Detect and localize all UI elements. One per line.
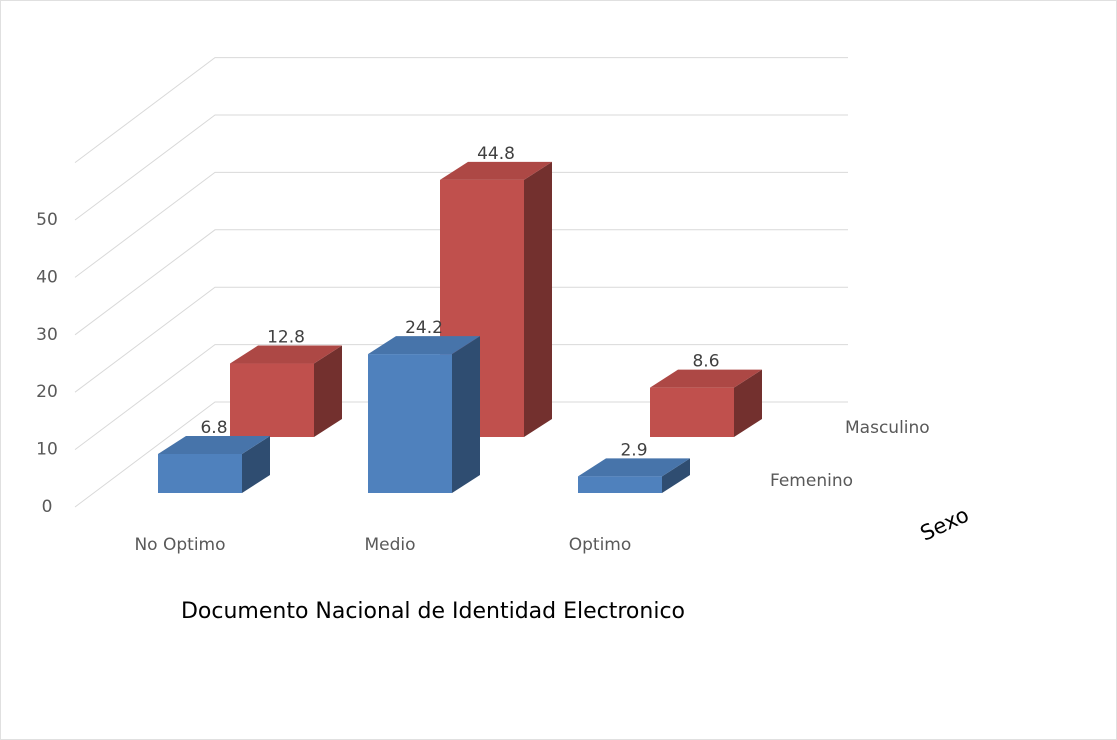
x-tick-label: Optimo [569, 535, 632, 555]
y-tick-label: 40 [36, 267, 58, 287]
grid-line [74, 171, 848, 278]
bar [230, 363, 314, 437]
depth-tick-label: Masculino [845, 418, 930, 438]
depth-tick-label: Femenino [770, 471, 853, 491]
data-label: 8.6 [692, 352, 719, 372]
data-label: 6.8 [200, 418, 227, 438]
bar-top [578, 458, 690, 477]
bar-side [662, 458, 690, 493]
y-tick-label: 10 [36, 440, 58, 460]
bar [368, 354, 452, 493]
bar [578, 476, 662, 493]
bar-top [230, 345, 342, 364]
y-tick-label: 0 [42, 497, 53, 517]
grid-line [74, 229, 848, 336]
y-tick-label: 50 [36, 210, 58, 230]
bar-top [368, 336, 480, 355]
chart-title: Documento Nacional de Identidad Electron… [181, 599, 685, 624]
data-label: 44.8 [477, 144, 515, 164]
bar-side [242, 435, 270, 493]
bar [158, 453, 242, 493]
grid-line [74, 344, 848, 451]
data-label: 12.8 [267, 328, 305, 348]
grid-line [74, 114, 848, 221]
bar-top [440, 161, 552, 180]
grid-line [74, 286, 848, 393]
bar-side [452, 336, 480, 493]
bar-side [524, 161, 552, 437]
y-tick-label: 30 [36, 325, 58, 345]
grid-line [74, 57, 848, 164]
y-tick-label: 20 [36, 382, 58, 402]
data-label: 24.2 [405, 318, 443, 338]
data-label: 2.9 [620, 440, 647, 460]
bar-top [650, 369, 762, 388]
grid-line [74, 401, 848, 508]
bar-side [734, 369, 762, 437]
x-tick-label: No Optimo [134, 535, 225, 555]
x-tick-label: Medio [364, 535, 415, 555]
bar [650, 387, 734, 437]
bar-side [314, 345, 342, 437]
bar-top [158, 435, 270, 454]
